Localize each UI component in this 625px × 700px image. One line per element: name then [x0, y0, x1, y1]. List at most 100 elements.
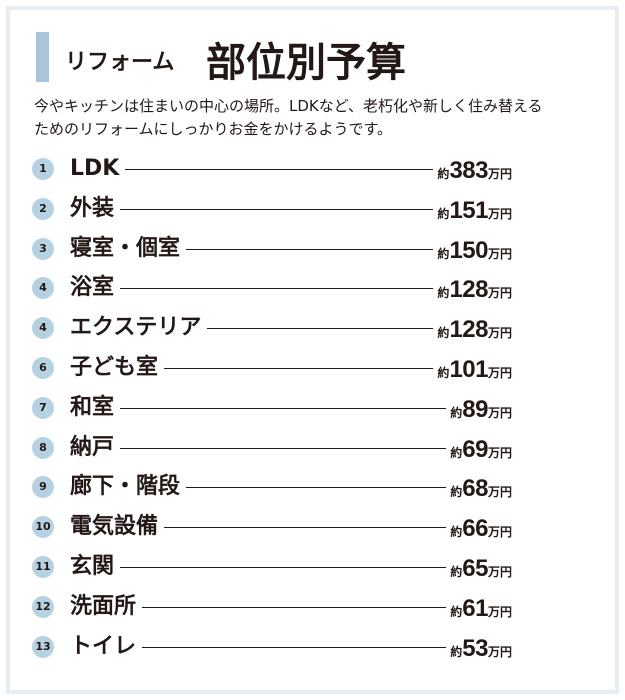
price-unit: 万円 [487, 286, 512, 301]
item-price: 約101万円 [433, 352, 512, 390]
price-amount: 383 [449, 157, 488, 184]
item-price: 約383万円 [433, 154, 512, 191]
item-price: 約128万円 [433, 273, 512, 311]
ranking-row: 4 浴室 約128万円 [32, 271, 512, 311]
item-price: 約66万円 [446, 512, 512, 550]
ranking-row: 10 電気設備 約66万円 [32, 510, 512, 550]
price-unit: 万円 [487, 604, 512, 619]
price-amount: 68 [462, 475, 488, 503]
page-frame [6, 6, 619, 694]
rank-badge: 4 [32, 317, 54, 340]
leader-line [138, 646, 449, 648]
price-unit: 万円 [487, 445, 512, 460]
ranking-row: 8 納戸 約69万円 [32, 430, 512, 471]
leader-line [116, 566, 449, 568]
ranking-row: 2 外装 約151万円 [32, 191, 512, 232]
price-unit: 万円 [487, 525, 512, 540]
leader-line [182, 487, 449, 489]
item-name: 廊下・階段 [70, 470, 187, 505]
intro-text: 今やキッチンは住まいの中心の場所。LDKなど、老朽化や新しく住み替える ためのリ… [34, 95, 594, 141]
item-price: 約53万円 [446, 631, 512, 669]
price-prefix: 約 [437, 286, 450, 301]
price-prefix: 約 [437, 326, 450, 341]
leader-line [121, 169, 436, 170]
item-name: トイレ [70, 629, 143, 664]
rank-badge: 13 [32, 635, 54, 658]
leader-line [203, 328, 436, 330]
price-prefix: 約 [450, 564, 463, 579]
price-unit: 万円 [487, 326, 512, 341]
rank-badge: 7 [32, 396, 54, 419]
rank-badge: 10 [32, 516, 54, 539]
ranking-row: 7 和室 約89万円 [32, 390, 512, 431]
price-prefix: 約 [450, 405, 463, 420]
price-prefix: 約 [450, 485, 463, 500]
item-price: 約151万円 [433, 193, 512, 231]
price-amount: 89 [462, 395, 488, 423]
ranking-row: 1 LDK 約383万円 [32, 152, 512, 192]
item-price: 約69万円 [446, 432, 512, 470]
rank-badge: 4 [32, 277, 54, 300]
leader-line [116, 288, 436, 290]
ranking-row: 12 洗面所 約61万円 [32, 589, 512, 630]
leader-line [138, 606, 449, 608]
price-unit: 万円 [487, 485, 512, 500]
intro-line: ためのリフォームにしっかりお金をかけるようです。 [34, 120, 393, 138]
ranking-row: 6 子ども室 約101万円 [32, 350, 512, 391]
leader-line [116, 407, 449, 409]
item-price: 約61万円 [446, 591, 512, 629]
item-price: 約150万円 [433, 233, 512, 271]
rank-badge: 9 [32, 476, 54, 499]
price-amount: 66 [462, 515, 488, 543]
rank-badge: 3 [32, 237, 54, 260]
item-name: 納戸 [70, 430, 121, 465]
rank-badge: 2 [32, 197, 54, 220]
price-prefix: 約 [437, 167, 450, 181]
leader-line [116, 447, 449, 449]
item-name: 玄関 [70, 549, 121, 584]
price-unit: 万円 [487, 644, 512, 659]
item-name: 浴室 [70, 271, 121, 306]
price-unit: 万円 [487, 405, 512, 420]
price-amount: 128 [449, 276, 488, 304]
ranking-row: 11 玄関 約65万円 [32, 549, 512, 590]
rank-badge: 11 [32, 555, 54, 578]
price-prefix: 約 [437, 206, 450, 221]
price-amount: 150 [449, 236, 488, 264]
ranking-row: 4 エクステリア 約128万円 [32, 311, 512, 351]
rank-badge: 8 [32, 436, 54, 459]
item-price: 約128万円 [433, 313, 512, 351]
price-prefix: 約 [450, 604, 463, 619]
leader-line [182, 248, 436, 250]
title-main: 部位別予算 [206, 39, 406, 86]
item-name: LDK [70, 152, 126, 186]
price-prefix: 約 [450, 525, 463, 540]
price-amount: 69 [462, 435, 488, 463]
price-amount: 65 [462, 554, 488, 582]
leader-line [116, 208, 436, 210]
rank-badge: 1 [32, 158, 54, 180]
item-price: 約68万円 [446, 472, 512, 510]
leader-line [160, 527, 449, 529]
price-amount: 128 [449, 316, 488, 344]
rank-badge: 12 [32, 595, 54, 618]
price-prefix: 約 [437, 365, 450, 380]
price-unit: 万円 [487, 246, 512, 261]
item-name: 寝室・個室 [70, 231, 187, 266]
price-prefix: 約 [450, 644, 463, 659]
price-unit: 万円 [487, 365, 512, 380]
item-price: 約65万円 [446, 551, 512, 589]
price-prefix: 約 [450, 445, 463, 460]
price-amount: 53 [462, 634, 488, 662]
ranking-row: 13 トイレ 約53万円 [32, 629, 512, 670]
price-unit: 万円 [487, 206, 512, 221]
item-name: エクステリア [70, 311, 208, 346]
ranking-row: 9 廊下・階段 約68万円 [32, 470, 512, 510]
item-name: 外装 [70, 191, 121, 226]
intro-line: 今やキッチンは住まいの中心の場所。LDKなど、老朽化や新しく住み替える [34, 97, 543, 115]
price-unit: 万円 [487, 167, 512, 181]
ranking-row: 3 寝室・個室 約150万円 [32, 231, 512, 272]
rank-badge: 6 [32, 356, 54, 379]
leader-line [160, 367, 436, 369]
item-name: 子ども室 [70, 350, 165, 385]
